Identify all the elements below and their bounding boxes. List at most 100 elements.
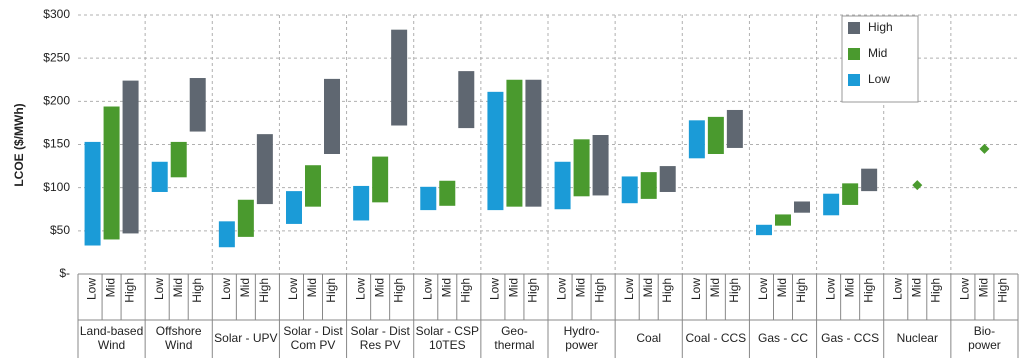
range-bar [353, 185, 370, 221]
legend-swatch [848, 22, 860, 34]
x-tick-label: Hydro- [564, 324, 600, 338]
y-tick-label: $150 [43, 137, 70, 151]
sub-category-label: Mid [507, 278, 521, 297]
range-bar [621, 176, 638, 204]
sub-category-label: Low [488, 278, 502, 300]
sub-category-label: Low [958, 278, 972, 300]
x-tick-label: Solar - UPV [214, 331, 277, 345]
x-tick-label: Coal [636, 331, 661, 345]
y-tick-label: $250 [43, 50, 70, 64]
range-bar [151, 161, 168, 192]
range-bar [189, 78, 206, 132]
range-bar [103, 106, 120, 240]
x-tick-label: Offshore [156, 324, 202, 338]
sub-category-label: Mid [171, 278, 185, 297]
range-bar [640, 172, 657, 199]
point-marker [912, 180, 923, 191]
y-tick-label: $300 [43, 7, 70, 21]
x-tick-label: Solar - Dist [283, 324, 343, 338]
sub-category-label: High [123, 278, 137, 303]
range-bar [84, 141, 101, 246]
x-tick-label: thermal [494, 338, 534, 352]
range-bar [420, 186, 437, 211]
sub-category-label: Mid [641, 278, 655, 297]
x-tick-label: Land-based [80, 324, 143, 338]
x-tick-label: Solar - CSP [416, 324, 479, 338]
sub-category-label: Low [85, 278, 99, 300]
legend-label: Mid [868, 46, 887, 60]
sub-category-label: High [660, 278, 674, 303]
sub-category-label: High [996, 278, 1010, 303]
range-bar [726, 109, 743, 148]
range-bar [756, 224, 772, 236]
sub-category-label: High [190, 278, 204, 303]
sub-category-label: Mid [708, 278, 722, 297]
range-bar [372, 156, 389, 203]
sub-category-label: Mid [305, 278, 319, 297]
x-tick-label: Wind [165, 338, 192, 352]
y-tick-label: $50 [50, 223, 70, 237]
range-bar [324, 78, 340, 154]
range-bar [592, 135, 609, 196]
sub-category-label: High [727, 278, 741, 303]
legend-label: Low [868, 72, 890, 86]
sub-category-label: Mid [238, 278, 252, 297]
sub-category-label: High [526, 278, 540, 303]
range-bar [122, 80, 139, 234]
range-bar [237, 199, 254, 237]
sub-category-label: High [593, 278, 607, 303]
range-bar [775, 214, 791, 226]
range-bar [525, 79, 542, 207]
sub-category-label: Mid [909, 278, 923, 297]
range-bar [458, 71, 475, 129]
x-tick-label: Bio- [974, 324, 995, 338]
y-tick-label: $200 [43, 94, 70, 108]
y-axis-label: LCOE ($/MWh) [12, 103, 26, 186]
sub-category-label: High [458, 278, 472, 303]
x-tick-label: Res PV [360, 338, 401, 352]
sub-category-label: Mid [842, 278, 856, 297]
sub-category-label: Mid [372, 278, 386, 297]
sub-category-label: Low [890, 278, 904, 300]
sub-category-label: Low [689, 278, 703, 300]
sub-category-label: High [928, 278, 942, 303]
range-bar [305, 165, 321, 207]
sub-category-label: Low [756, 278, 770, 300]
sub-category-label: Low [219, 278, 233, 300]
sub-category-label: Low [152, 278, 166, 300]
x-tick-label: Geo- [501, 324, 528, 338]
sub-category-label: High [257, 278, 271, 303]
y-tick-label: $100 [43, 180, 70, 194]
range-bar [573, 139, 590, 197]
range-bar [659, 166, 676, 192]
sub-category-label: Low [555, 278, 569, 300]
sub-category-label: Low [286, 278, 300, 300]
x-tick-label: Com PV [291, 338, 336, 352]
range-bar [794, 201, 810, 213]
range-bar [218, 221, 235, 248]
sub-category-label: Mid [977, 278, 991, 297]
sub-category-label: Low [420, 278, 434, 300]
legend-label: High [868, 20, 893, 34]
range-bar [256, 134, 273, 205]
range-bar [688, 120, 705, 159]
x-tick-label: 10TES [429, 338, 466, 352]
range-bar [286, 191, 302, 224]
x-tick-label: power [565, 338, 598, 352]
range-bar [823, 193, 840, 216]
range-bar [842, 183, 859, 205]
x-tick-label: Solar - Dist [350, 324, 410, 338]
point-marker [979, 143, 990, 154]
sub-category-label: Mid [439, 278, 453, 297]
legend-swatch [848, 74, 860, 86]
x-tick-label: Gas - CCS [821, 331, 879, 345]
sub-category-label: High [324, 278, 338, 303]
sub-category-label: High [794, 278, 808, 303]
x-tick-label: Gas - CC [758, 331, 808, 345]
range-bar [487, 91, 504, 211]
legend-swatch [848, 48, 860, 60]
x-tick-label: power [968, 338, 1001, 352]
range-bar [861, 168, 878, 192]
x-tick-label: Nuclear [897, 331, 938, 345]
